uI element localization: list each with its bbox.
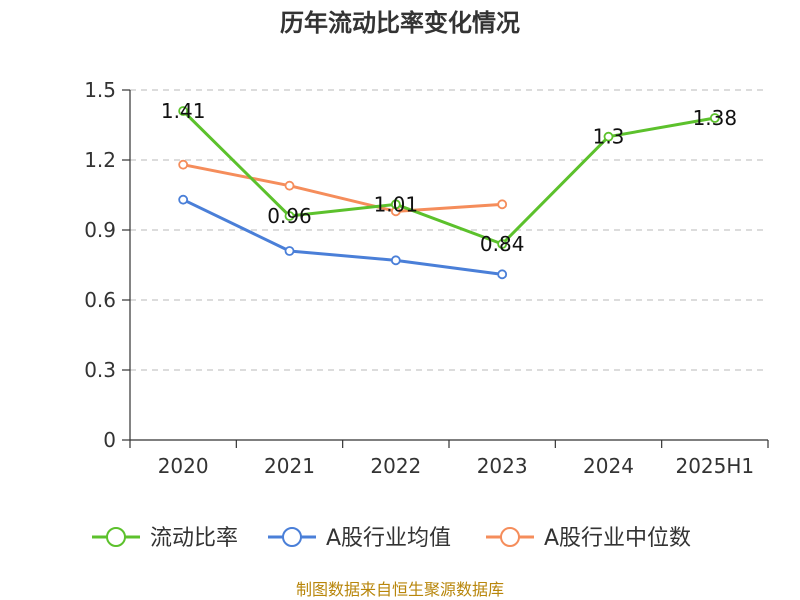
y-tick-label: 1.5 xyxy=(84,78,116,102)
data-point xyxy=(178,159,189,170)
y-tick-label: 0.6 xyxy=(84,288,116,312)
axes-layer: 0 0.3 0.6 0.9 1.2 1.5 2020 2021 2022 2023 2024 2025… xyxy=(84,78,769,478)
series-layer xyxy=(178,106,720,280)
legend-item: A股行业均值 xyxy=(268,526,451,551)
x-tick-label: 2023 xyxy=(477,454,528,478)
data-point xyxy=(390,255,401,266)
data-point xyxy=(497,269,508,280)
y-tick-label: 0.9 xyxy=(84,218,116,242)
data-point xyxy=(709,113,720,123)
data-point xyxy=(497,199,508,210)
series-line xyxy=(181,109,717,246)
data-label: 1.01 xyxy=(374,192,419,216)
legend-marker-icon xyxy=(282,527,302,547)
legend-label: A股行业中位数 xyxy=(544,526,691,551)
series-line xyxy=(181,198,504,276)
data-label: 1.38 xyxy=(693,106,738,130)
data-point xyxy=(390,199,401,210)
data-point xyxy=(284,180,295,191)
data-label: 0.84 xyxy=(480,232,525,256)
legend-item: 流动比率 xyxy=(92,526,238,551)
series-line xyxy=(181,163,504,213)
x-tick-label: 2025H1 xyxy=(675,454,754,478)
x-tick-label: 2024 xyxy=(583,454,634,478)
legend-item: A股行业中位数 xyxy=(486,526,691,551)
chart-title: 历年流动比率变化情况 xyxy=(280,9,520,37)
data-point xyxy=(284,211,295,221)
data-label: 0.96 xyxy=(267,204,312,228)
source-note: 制图数据来自恒生聚源数据库 xyxy=(296,580,504,599)
y-tick-label: 0 xyxy=(103,428,116,452)
legend-marker-icon xyxy=(106,527,126,547)
data-point xyxy=(284,246,295,256)
data-labels-layer: 1.41 0.96 1.01 0.84 1.3 1.38 xyxy=(161,99,737,256)
data-label: 1.41 xyxy=(161,99,206,123)
data-label: 1.3 xyxy=(593,125,625,149)
legend-marker-icon xyxy=(500,527,520,547)
legend: 流动比率 A股行业均值 A股行业中位数 xyxy=(92,526,691,551)
legend-label: 流动比率 xyxy=(150,526,238,551)
legend-label: A股行业均值 xyxy=(326,526,451,551)
data-point xyxy=(603,131,614,142)
y-tick-label: 0.3 xyxy=(84,358,116,382)
data-point xyxy=(178,106,189,116)
x-tick-label: 2021 xyxy=(264,454,315,478)
y-tick-label: 1.2 xyxy=(84,148,116,172)
grid-layer xyxy=(130,89,768,371)
x-tick-label: 2022 xyxy=(370,454,421,478)
data-point xyxy=(178,194,189,205)
data-point xyxy=(497,239,508,249)
x-tick-label: 2020 xyxy=(158,454,209,478)
